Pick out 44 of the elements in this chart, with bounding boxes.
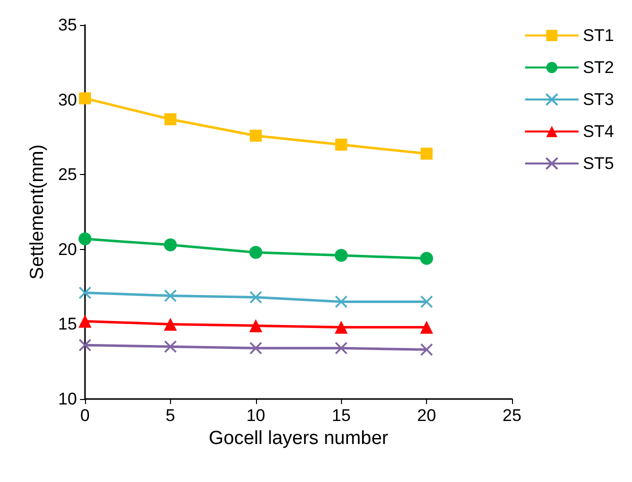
point — [420, 320, 434, 334]
legend-label: ST4 — [582, 122, 614, 141]
point — [334, 248, 348, 262]
point — [249, 290, 262, 304]
legend-label: ST5 — [582, 154, 614, 173]
point — [164, 238, 177, 252]
point — [420, 148, 433, 160]
point — [164, 289, 177, 302]
point — [334, 342, 348, 355]
point — [164, 340, 177, 354]
legend-label: ST1 — [582, 26, 614, 45]
x-tick-label: 20 — [417, 406, 436, 425]
y-tick-label: 20 — [58, 240, 77, 259]
y-tick-label: 15 — [58, 314, 77, 334]
point — [334, 320, 348, 334]
x-tick-label: 10 — [246, 406, 266, 425]
point — [78, 338, 92, 352]
point — [79, 92, 91, 104]
y-tick-label: 30 — [58, 90, 77, 110]
legend-label: ST2 — [582, 58, 614, 77]
x-tick-label: 25 — [502, 406, 522, 425]
point — [335, 138, 348, 151]
point — [249, 342, 262, 355]
point — [249, 319, 262, 332]
point — [78, 232, 92, 246]
point — [164, 318, 177, 331]
y-tick-label: 10 — [58, 390, 77, 408]
legend-label: ST3 — [582, 90, 614, 109]
y-tick-label: 35 — [58, 16, 77, 34]
y-axis-title: Settlement(mm) — [27, 144, 48, 280]
point — [164, 113, 176, 126]
x-axis-title: Gocell layers number — [208, 428, 389, 449]
point — [420, 343, 433, 356]
point — [249, 246, 262, 259]
x-tick-label: 15 — [332, 406, 351, 425]
point — [78, 286, 92, 300]
point — [78, 314, 92, 328]
x-tick-label: 0 — [80, 406, 90, 425]
point — [250, 130, 262, 142]
y-tick-label: 25 — [58, 165, 77, 184]
point — [420, 295, 433, 308]
point — [420, 252, 434, 265]
point — [334, 295, 348, 308]
x-tick-label: 5 — [166, 406, 176, 425]
